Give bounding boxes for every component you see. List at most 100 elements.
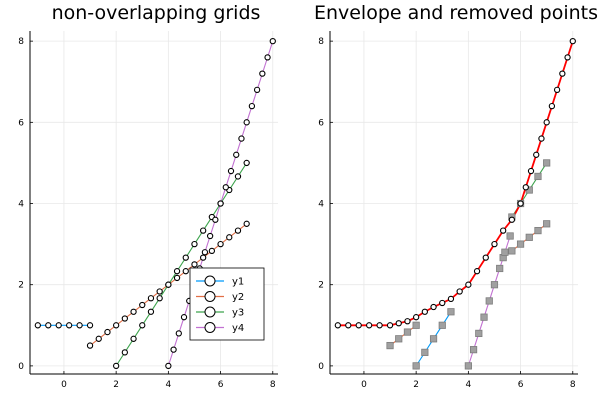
data-point-marker: [130, 308, 137, 315]
removed-point-marker: [469, 346, 478, 354]
data-point-marker: [227, 167, 235, 175]
left-panel-title: non-overlapping grids: [52, 2, 261, 24]
data-point-marker: [86, 322, 94, 329]
removed-point-marker: [543, 159, 551, 167]
data-point-marker: [147, 308, 155, 315]
data-point-marker: [569, 37, 576, 45]
removed-point-marker: [403, 328, 412, 336]
data-point-marker: [200, 254, 207, 261]
data-point-marker: [264, 54, 271, 61]
removed-point-marker: [421, 348, 429, 356]
data-point-marker: [76, 322, 83, 329]
y-tick-label: 2: [18, 281, 24, 291]
data-point-marker: [491, 240, 498, 248]
data-point-marker: [55, 322, 62, 329]
data-point-marker: [522, 184, 529, 191]
y-tick-label: 4: [318, 200, 324, 210]
data-point-marker: [366, 322, 373, 329]
data-point-marker: [253, 86, 261, 94]
data-point-marker: [482, 254, 489, 261]
legend-label: y1: [232, 277, 244, 288]
data-point-marker: [447, 295, 455, 303]
data-point-marker: [395, 320, 402, 327]
data-point-marker: [121, 315, 128, 322]
removed-point-marker: [412, 362, 420, 370]
removed-point-marker: [447, 308, 455, 316]
x-tick-label: 6: [218, 380, 224, 390]
removed-point-marker: [464, 362, 472, 370]
data-point-marker: [234, 173, 242, 180]
data-point-marker: [517, 200, 524, 207]
data-point-marker: [45, 322, 52, 329]
data-point-marker: [86, 342, 94, 349]
data-point-marker: [226, 234, 233, 241]
legend-label: y2: [232, 292, 244, 303]
data-point-marker: [500, 227, 507, 234]
x-tick-label: 6: [518, 380, 524, 390]
data-point-marker: [212, 216, 219, 223]
data-point-marker: [543, 119, 550, 126]
x-tick-label: 0: [361, 380, 367, 390]
removed-point-marker: [485, 297, 493, 305]
data-point-marker: [165, 362, 172, 370]
legend-box: [189, 267, 265, 341]
data-point-marker: [34, 322, 41, 329]
data-point-marker: [156, 288, 163, 295]
data-point-marker: [217, 200, 224, 207]
data-point-marker: [533, 151, 540, 158]
data-point-marker: [430, 303, 437, 311]
data-point-marker: [139, 322, 146, 329]
y-tick-label: 8: [318, 37, 324, 47]
removed-point-marker: [534, 226, 542, 235]
data-point-marker: [456, 288, 463, 295]
series-line: [389, 324, 417, 347]
data-point-marker: [243, 220, 250, 227]
removed-point-marker: [501, 248, 509, 256]
data-point-marker: [243, 119, 250, 126]
data-point-marker: [559, 70, 566, 77]
data-point-marker: [508, 216, 516, 223]
data-point-marker: [465, 281, 472, 288]
series-line: [115, 162, 248, 367]
data-point-marker: [473, 268, 481, 275]
data-point-marker: [248, 102, 256, 110]
right-panel: Envelope and removed points 0 2 4 6 8 0 2 4 6 8: [314, 2, 598, 390]
removed-point-marker: [480, 313, 488, 321]
removed-point-marker: [525, 233, 533, 241]
legend-marker: [204, 291, 216, 302]
data-point-marker: [200, 227, 207, 234]
legend: y1 y2 y3 y4: [189, 267, 265, 341]
removed-point-marker: [490, 281, 499, 289]
removed-point-marker: [386, 341, 394, 350]
legend-marker: [204, 322, 216, 333]
data-point-marker: [130, 335, 137, 342]
data-point-marker: [564, 54, 571, 61]
removed-point-marker: [508, 247, 516, 255]
data-point-marker: [538, 135, 545, 142]
y-tick-label: 6: [18, 118, 24, 128]
data-point-marker: [206, 232, 214, 240]
legend-label: y3: [232, 308, 244, 319]
x-tick-label: 8: [270, 380, 276, 390]
removed-point-marker: [438, 321, 446, 329]
data-point-marker: [386, 322, 394, 329]
data-point-marker: [234, 227, 242, 234]
data-point-marker: [233, 151, 240, 158]
data-point-marker: [121, 349, 128, 356]
data-point-marker: [173, 274, 181, 282]
y-tick-label: 6: [318, 118, 324, 128]
data-point-marker: [527, 167, 535, 175]
data-point-marker: [412, 314, 420, 321]
removed-point-marker: [506, 232, 514, 240]
data-point-marker: [217, 240, 224, 248]
data-point-marker: [355, 322, 362, 329]
data-point-marker: [182, 268, 189, 275]
data-point-marker: [173, 268, 181, 275]
data-point-marker: [376, 322, 383, 329]
data-point-marker: [553, 86, 561, 94]
data-point-marker: [147, 295, 155, 302]
y-tick-label: 0: [18, 362, 24, 372]
removed-point-marker: [516, 240, 525, 248]
data-point-marker: [170, 346, 177, 353]
right-panel-title: Envelope and removed points: [314, 2, 598, 24]
